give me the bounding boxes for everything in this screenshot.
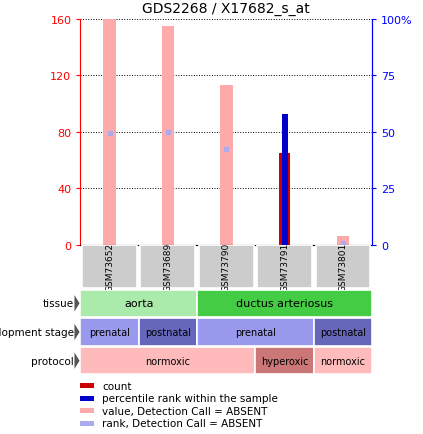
- Bar: [82, 245, 137, 289]
- Polygon shape: [74, 353, 80, 369]
- Text: normoxic: normoxic: [146, 356, 190, 366]
- Bar: [280, 154, 290, 245]
- Text: count: count: [102, 381, 132, 391]
- Bar: [80, 396, 93, 401]
- Bar: [139, 319, 197, 346]
- Bar: [80, 384, 93, 388]
- Text: postnatal: postnatal: [145, 327, 191, 337]
- Bar: [197, 319, 314, 346]
- Text: ductus arteriosus: ductus arteriosus: [236, 299, 333, 309]
- Text: GSM73801: GSM73801: [338, 242, 348, 292]
- Text: GSM73790: GSM73790: [222, 242, 231, 292]
- Text: prenatal: prenatal: [235, 327, 276, 337]
- Bar: [140, 245, 195, 289]
- Bar: [80, 421, 93, 426]
- Bar: [282, 114, 288, 245]
- Text: rank, Detection Call = ABSENT: rank, Detection Call = ABSENT: [102, 418, 263, 428]
- Bar: [197, 290, 372, 317]
- Text: prenatal: prenatal: [89, 327, 130, 337]
- Text: aorta: aorta: [124, 299, 154, 309]
- Text: value, Detection Call = ABSENT: value, Detection Call = ABSENT: [102, 406, 268, 416]
- Text: GSM73791: GSM73791: [280, 242, 289, 292]
- Polygon shape: [74, 324, 80, 340]
- Bar: [316, 245, 371, 289]
- Text: GSM73689: GSM73689: [163, 242, 173, 292]
- Text: development stage: development stage: [0, 327, 74, 337]
- Bar: [220, 86, 233, 245]
- Bar: [314, 319, 372, 346]
- Bar: [338, 237, 348, 245]
- Bar: [80, 408, 93, 414]
- Polygon shape: [74, 296, 80, 312]
- Bar: [103, 20, 116, 245]
- Bar: [199, 245, 254, 289]
- Text: tissue: tissue: [43, 299, 74, 309]
- Bar: [257, 245, 312, 289]
- Bar: [255, 347, 314, 375]
- Text: postnatal: postnatal: [320, 327, 366, 337]
- Text: hyperoxic: hyperoxic: [261, 356, 308, 366]
- Bar: [80, 319, 139, 346]
- Text: percentile rank within the sample: percentile rank within the sample: [102, 394, 278, 404]
- Bar: [314, 347, 372, 375]
- Text: GSM73652: GSM73652: [105, 243, 114, 291]
- Bar: [80, 347, 255, 375]
- Bar: [337, 237, 349, 245]
- Text: protocol: protocol: [31, 356, 74, 366]
- Title: GDS2268 / X17682_s_at: GDS2268 / X17682_s_at: [143, 2, 310, 16]
- Bar: [162, 26, 174, 245]
- Bar: [80, 290, 197, 317]
- Text: normoxic: normoxic: [321, 356, 365, 366]
